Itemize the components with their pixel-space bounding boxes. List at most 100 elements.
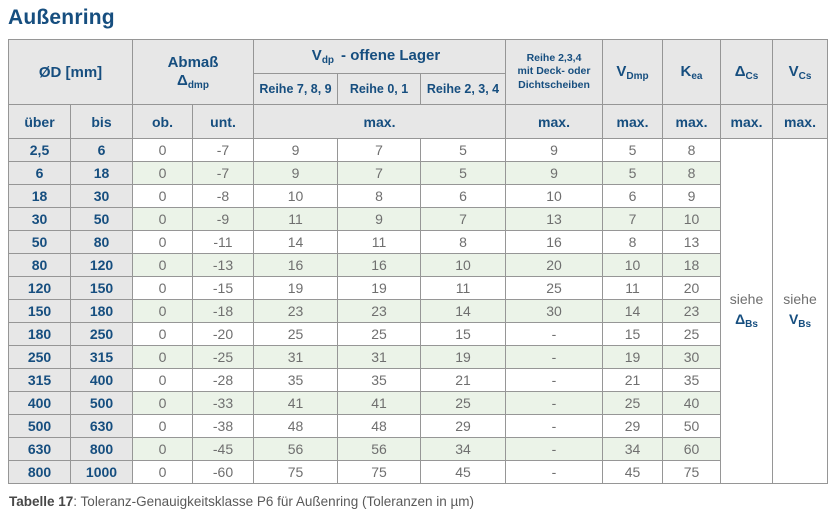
header-unt: unt. xyxy=(192,104,254,139)
value-cell: 9 xyxy=(337,207,421,231)
table-row: 800 1000 0 -60 75 75 45-45 75 xyxy=(8,460,828,484)
value-cell: 7 xyxy=(419,207,507,231)
value-cell: -25 xyxy=(192,345,254,369)
value-cell: 0 xyxy=(132,345,193,369)
header-abmass: Abmaß Δdmp xyxy=(132,39,254,105)
value-cell: 21 xyxy=(602,368,664,392)
table-row: 50 80 0 -11 14 11 8 16 8 13 xyxy=(8,230,828,254)
diameter-cell: 180 xyxy=(70,299,133,323)
value-cell: 23 xyxy=(662,299,722,323)
value-cell: 35 xyxy=(662,368,722,392)
table-row: 6 18 0 -7 9 7 5 9 5 8 xyxy=(8,161,828,185)
diameter-cell: 6 xyxy=(8,161,71,185)
value-cell: 8 xyxy=(602,230,664,254)
value-cell: 8 xyxy=(662,138,722,162)
value-cell: 15 xyxy=(602,322,664,346)
diameter-cell: 30 xyxy=(70,184,133,208)
value-cell: 13 xyxy=(505,207,604,231)
header-deck-dichtscheiben: Reihe 2,3,4 mit Deck- oder Dichtscheiben xyxy=(505,39,604,105)
value-cell: 29 xyxy=(602,414,664,438)
value-cell: 56 xyxy=(253,437,338,461)
diameter-cell: 150 xyxy=(8,299,71,323)
value-cell: 5 xyxy=(602,161,664,185)
value-cell: 31 xyxy=(253,345,338,369)
value-cell: 16 xyxy=(505,230,604,254)
diameter-cell: 1000 xyxy=(70,460,133,484)
value-cell: 25 xyxy=(253,322,338,346)
table-header: ØD [mm] Abmaß Δdmp Vdp - offene Lager Reih… xyxy=(8,39,829,139)
value-cell: -9 xyxy=(192,207,254,231)
table-row: 18 30 0 -8 10 8 6 10 6 9 xyxy=(8,184,828,208)
table-row: 315 400 0 -28 35 35 21-21 35 xyxy=(8,368,828,392)
value-cell: - xyxy=(505,391,604,415)
table-caption: Tabelle 17: Toleranz-Genauigkeitsklasse … xyxy=(9,494,827,509)
table-row: 2,5 6 0 -7 9 7 5 9 5 8 siehe ΔBs siehe VBs xyxy=(8,138,829,484)
value-cell: 50 xyxy=(662,414,722,438)
value-cell: 10 xyxy=(505,184,604,208)
diameter-cell: 6 xyxy=(70,138,133,162)
value-cell: 25 xyxy=(419,391,507,415)
diameter-cell: 500 xyxy=(8,414,71,438)
diameter-cell: 180 xyxy=(8,322,71,346)
diameter-cell: 250 xyxy=(8,345,71,369)
diameter-cell: 2,5 xyxy=(8,138,71,162)
header-max-vcs: max. xyxy=(772,104,829,139)
value-cell: 21 xyxy=(419,368,507,392)
value-cell: 16 xyxy=(253,253,338,277)
value-cell: 6 xyxy=(419,184,507,208)
value-cell: 10 xyxy=(662,207,722,231)
value-cell: -38 xyxy=(192,414,254,438)
diameter-cell: 800 xyxy=(8,460,71,484)
value-cell: -28 xyxy=(192,368,254,392)
caption-text: : Toleranz-Genauigkeitsklasse P6 für Auß… xyxy=(73,494,475,509)
page: Außenring ØD [mm] Abmaß Δdmp Vdp - offene … xyxy=(8,6,829,509)
value-cell: 75 xyxy=(253,460,338,484)
value-cell: 25 xyxy=(505,276,604,300)
header-ob: ob. xyxy=(132,104,193,139)
value-cell: 18 xyxy=(662,253,722,277)
header-bis: bis xyxy=(70,104,133,139)
header-reihe-01: Reihe 0, 1 xyxy=(337,73,421,105)
value-cell: 0 xyxy=(132,368,193,392)
value-cell: 11 xyxy=(337,230,421,254)
value-cell: 9 xyxy=(253,138,338,162)
value-cell: 0 xyxy=(132,276,193,300)
header-reihe-789: Reihe 7, 8, 9 xyxy=(253,73,338,105)
value-cell: 11 xyxy=(419,276,507,300)
value-cell: 31 xyxy=(337,345,421,369)
value-cell: 0 xyxy=(132,253,193,277)
value-cell: 20 xyxy=(662,276,722,300)
value-cell: 7 xyxy=(337,138,421,162)
value-cell: 29 xyxy=(419,414,507,438)
value-cell: 0 xyxy=(132,299,193,323)
value-cell: 8 xyxy=(337,184,421,208)
header-reihe-234: Reihe 2, 3, 4 xyxy=(419,73,507,105)
header-max-deck: max. xyxy=(505,104,604,139)
value-cell: 45 xyxy=(602,460,664,484)
tolerance-table: ØD [mm] Abmaß Δdmp Vdp - offene Lager Reih… xyxy=(8,39,829,484)
value-cell: -20 xyxy=(192,322,254,346)
value-cell: 0 xyxy=(132,230,193,254)
value-cell: 0 xyxy=(132,161,193,185)
value-cell: 0 xyxy=(132,414,193,438)
value-cell: -33 xyxy=(192,391,254,415)
value-cell: 56 xyxy=(337,437,421,461)
value-cell: 25 xyxy=(337,322,421,346)
table-row: 250 315 0 -25 31 31 19-19 30 xyxy=(8,345,828,369)
diameter-cell: 500 xyxy=(70,391,133,415)
value-cell: 6 xyxy=(602,184,664,208)
table-row: 30 50 0 -9 11 9 7 13 7 10 xyxy=(8,207,828,231)
value-cell: 45 xyxy=(419,460,507,484)
value-cell: 9 xyxy=(253,161,338,185)
value-cell: 19 xyxy=(337,276,421,300)
value-cell: - xyxy=(505,414,604,438)
value-cell: 0 xyxy=(132,322,193,346)
diameter-cell: 18 xyxy=(70,161,133,185)
header-vcs: VCs xyxy=(772,39,829,105)
value-cell: 25 xyxy=(602,391,664,415)
diameter-cell: 50 xyxy=(8,230,71,254)
value-cell: 19 xyxy=(253,276,338,300)
diameter-cell: 50 xyxy=(70,207,133,231)
value-cell: 0 xyxy=(132,437,193,461)
diameter-cell: 80 xyxy=(8,253,71,277)
